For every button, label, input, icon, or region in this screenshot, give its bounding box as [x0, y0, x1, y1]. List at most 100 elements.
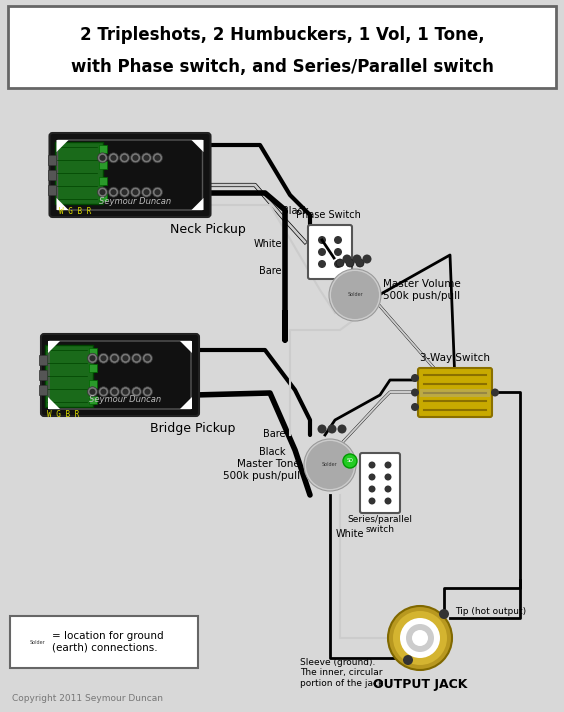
Text: 3-Way Switch: 3-Way Switch [420, 353, 490, 363]
Circle shape [133, 189, 139, 195]
FancyBboxPatch shape [418, 368, 492, 417]
Circle shape [100, 389, 107, 394]
Circle shape [143, 387, 152, 397]
Circle shape [144, 355, 151, 361]
Circle shape [331, 271, 379, 319]
Circle shape [491, 389, 499, 397]
Circle shape [108, 153, 118, 163]
Text: Master Volume
500k push/pull: Master Volume 500k push/pull [383, 279, 461, 300]
Text: Black: Black [282, 206, 309, 216]
Text: with Phase switch, and Series/Parallel switch: with Phase switch, and Series/Parallel s… [70, 58, 494, 76]
Circle shape [363, 254, 372, 263]
Circle shape [155, 189, 161, 195]
Text: Neck Pickup: Neck Pickup [170, 223, 246, 236]
Bar [55, 142, 103, 204]
Circle shape [318, 260, 326, 268]
Text: = location for ground
(earth) connections.: = location for ground (earth) connection… [52, 632, 164, 653]
Circle shape [130, 187, 140, 197]
Circle shape [388, 606, 452, 670]
Circle shape [368, 498, 376, 505]
Circle shape [90, 389, 95, 394]
Circle shape [334, 260, 342, 268]
Circle shape [98, 187, 108, 197]
Text: Bare: Bare [259, 266, 282, 276]
Bar [89, 364, 97, 372]
Text: 2 Tripleshots, 2 Humbuckers, 1 Vol, 1 Tone,: 2 Tripleshots, 2 Humbuckers, 1 Vol, 1 To… [80, 26, 484, 44]
Circle shape [87, 353, 98, 363]
Text: Solder: Solder [347, 293, 363, 298]
Polygon shape [48, 397, 60, 409]
Circle shape [337, 424, 346, 434]
Text: Solder: Solder [322, 463, 338, 468]
Circle shape [130, 153, 140, 163]
Circle shape [412, 630, 428, 646]
Bar [99, 193, 107, 201]
Text: Solder: Solder [30, 639, 46, 644]
FancyBboxPatch shape [308, 225, 352, 279]
Bar [45, 345, 93, 407]
Bar [39, 355, 47, 365]
Circle shape [342, 254, 351, 263]
Text: White: White [253, 239, 282, 249]
Circle shape [142, 153, 152, 163]
Circle shape [108, 187, 118, 197]
Circle shape [152, 153, 162, 163]
Text: Sleeve (ground).
The inner, circular
portion of the jack: Sleeve (ground). The inner, circular por… [300, 658, 384, 688]
Circle shape [131, 353, 142, 363]
Polygon shape [56, 140, 68, 152]
Circle shape [109, 353, 120, 363]
Circle shape [121, 387, 130, 397]
Circle shape [99, 189, 105, 195]
Circle shape [155, 155, 161, 161]
Circle shape [109, 387, 120, 397]
Circle shape [121, 155, 127, 161]
Circle shape [112, 355, 117, 361]
Text: Bridge Pickup: Bridge Pickup [150, 422, 235, 435]
Circle shape [368, 473, 376, 481]
Circle shape [122, 389, 129, 394]
Text: Bare: Bare [262, 429, 285, 439]
Circle shape [406, 624, 434, 652]
Bar [47, 155, 55, 165]
Text: Master Tone
500k push/pull: Master Tone 500k push/pull [223, 459, 300, 481]
Circle shape [356, 259, 364, 267]
Text: Seymour Duncan: Seymour Duncan [89, 395, 161, 404]
Circle shape [346, 259, 354, 267]
Circle shape [29, 633, 47, 651]
Circle shape [304, 439, 356, 491]
FancyBboxPatch shape [8, 6, 556, 88]
Circle shape [122, 355, 129, 361]
Circle shape [99, 387, 108, 397]
Bar [89, 348, 97, 356]
Circle shape [385, 486, 391, 493]
Circle shape [334, 248, 342, 256]
Circle shape [98, 153, 108, 163]
Bar [99, 145, 107, 153]
FancyBboxPatch shape [360, 453, 400, 513]
Bar [47, 170, 55, 180]
Circle shape [143, 155, 149, 161]
Circle shape [90, 355, 95, 361]
Text: White: White [336, 529, 364, 539]
Circle shape [120, 187, 130, 197]
Circle shape [306, 441, 354, 489]
Circle shape [385, 498, 391, 505]
Bar [99, 161, 107, 169]
Circle shape [439, 609, 449, 619]
Circle shape [411, 389, 419, 397]
Polygon shape [180, 341, 192, 353]
Circle shape [143, 189, 149, 195]
Circle shape [121, 353, 130, 363]
Circle shape [400, 618, 440, 658]
Polygon shape [56, 198, 68, 210]
FancyBboxPatch shape [41, 334, 199, 416]
Text: Copyright 2011 Seymour Duncan: Copyright 2011 Seymour Duncan [12, 694, 163, 703]
Polygon shape [180, 397, 192, 409]
Circle shape [385, 461, 391, 468]
Circle shape [112, 389, 117, 394]
Circle shape [100, 355, 107, 361]
Text: SD: SD [346, 459, 354, 464]
Bar [420, 389, 490, 397]
Text: OUTPUT JACK: OUTPUT JACK [373, 678, 467, 691]
Bar [89, 396, 97, 404]
